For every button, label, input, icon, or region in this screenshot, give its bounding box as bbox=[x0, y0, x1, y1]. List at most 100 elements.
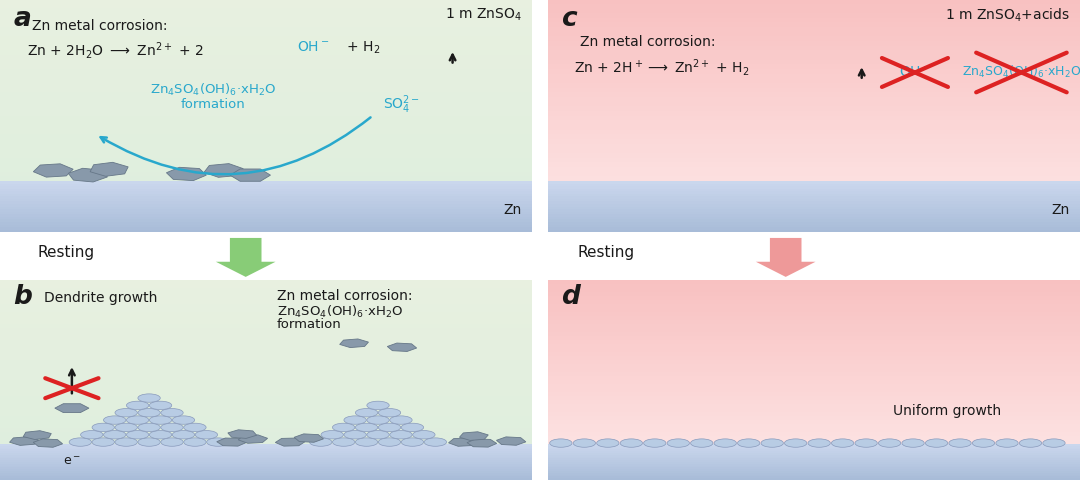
Bar bbox=[548, 202, 1080, 204]
Bar bbox=[0, 455, 532, 456]
Circle shape bbox=[114, 438, 137, 446]
Text: + H$_2$: + H$_2$ bbox=[342, 39, 380, 56]
Circle shape bbox=[184, 423, 206, 432]
Bar bbox=[548, 416, 1080, 420]
Bar bbox=[548, 297, 1080, 300]
Circle shape bbox=[126, 416, 149, 424]
Polygon shape bbox=[55, 404, 89, 413]
Circle shape bbox=[402, 438, 423, 446]
Bar bbox=[548, 456, 1080, 460]
Bar bbox=[0, 462, 532, 464]
Bar bbox=[548, 228, 1080, 233]
Text: formation: formation bbox=[276, 318, 341, 331]
Bar bbox=[548, 65, 1080, 70]
Polygon shape bbox=[228, 430, 257, 439]
Bar bbox=[548, 348, 1080, 352]
Bar bbox=[548, 396, 1080, 400]
Circle shape bbox=[644, 439, 666, 447]
Bar bbox=[548, 135, 1080, 140]
Bar bbox=[548, 60, 1080, 65]
Bar bbox=[548, 458, 1080, 460]
Bar bbox=[548, 293, 1080, 297]
Circle shape bbox=[206, 438, 229, 446]
Bar bbox=[0, 477, 532, 478]
Text: Zn$_4$SO$_4$(OH)$_6$·xH$_2$O: Zn$_4$SO$_4$(OH)$_6$·xH$_2$O bbox=[276, 304, 403, 320]
Bar bbox=[548, 392, 1080, 396]
Bar bbox=[548, 456, 1080, 458]
Bar bbox=[548, 452, 1080, 456]
Text: Uniform growth: Uniform growth bbox=[893, 403, 1001, 417]
Circle shape bbox=[69, 438, 92, 446]
Bar bbox=[0, 476, 532, 480]
Bar bbox=[548, 177, 1080, 181]
Text: c: c bbox=[561, 6, 577, 32]
Text: 1 m ZnSO$_4$: 1 m ZnSO$_4$ bbox=[445, 7, 522, 24]
Bar bbox=[548, 131, 1080, 135]
Circle shape bbox=[402, 423, 423, 432]
Text: Zn$_4$SO$_4$(OH)$_6$·xH$_2$O: Zn$_4$SO$_4$(OH)$_6$·xH$_2$O bbox=[150, 82, 276, 97]
Circle shape bbox=[808, 439, 831, 447]
Bar bbox=[548, 453, 1080, 455]
Bar bbox=[548, 468, 1080, 469]
Circle shape bbox=[878, 439, 901, 447]
Bar bbox=[0, 416, 532, 420]
Bar bbox=[548, 225, 1080, 228]
Bar bbox=[548, 388, 1080, 392]
Bar bbox=[0, 440, 532, 444]
Bar bbox=[0, 51, 532, 56]
Bar bbox=[0, 388, 532, 392]
Circle shape bbox=[343, 416, 366, 424]
Bar bbox=[548, 158, 1080, 163]
Text: formation: formation bbox=[180, 98, 245, 111]
Circle shape bbox=[390, 431, 413, 439]
Bar bbox=[0, 472, 532, 476]
Bar bbox=[0, 300, 532, 305]
Bar bbox=[0, 408, 532, 412]
Circle shape bbox=[114, 408, 137, 417]
Bar bbox=[0, 228, 532, 233]
Bar bbox=[548, 224, 1080, 228]
Circle shape bbox=[126, 431, 149, 439]
Bar bbox=[0, 131, 532, 135]
Circle shape bbox=[161, 408, 184, 417]
Bar bbox=[0, 33, 532, 37]
Polygon shape bbox=[68, 169, 107, 182]
Bar bbox=[548, 324, 1080, 329]
Circle shape bbox=[367, 416, 389, 424]
Bar bbox=[548, 209, 1080, 214]
Circle shape bbox=[902, 439, 924, 447]
Polygon shape bbox=[275, 438, 305, 446]
Bar bbox=[0, 364, 532, 369]
Bar bbox=[0, 352, 532, 357]
Bar bbox=[0, 14, 532, 19]
Circle shape bbox=[104, 431, 126, 439]
Bar bbox=[0, 225, 532, 228]
Bar bbox=[0, 135, 532, 140]
Circle shape bbox=[367, 401, 389, 410]
Bar bbox=[548, 37, 1080, 42]
Circle shape bbox=[367, 431, 389, 439]
Bar bbox=[548, 466, 1080, 468]
Bar bbox=[548, 412, 1080, 416]
Bar bbox=[548, 223, 1080, 225]
Bar bbox=[0, 420, 532, 424]
Bar bbox=[0, 458, 532, 460]
Bar bbox=[548, 464, 1080, 468]
Bar bbox=[548, 448, 1080, 450]
Bar bbox=[548, 460, 1080, 464]
Bar bbox=[548, 181, 1080, 184]
Bar bbox=[0, 341, 532, 345]
Bar bbox=[548, 329, 1080, 333]
Circle shape bbox=[378, 408, 401, 417]
Bar bbox=[548, 384, 1080, 388]
Bar bbox=[0, 209, 532, 214]
Bar bbox=[0, 360, 532, 364]
Bar bbox=[0, 70, 532, 74]
Bar bbox=[0, 230, 532, 233]
Bar bbox=[0, 177, 532, 181]
Bar bbox=[0, 396, 532, 400]
Bar bbox=[548, 102, 1080, 107]
Circle shape bbox=[784, 439, 807, 447]
Bar bbox=[548, 228, 1080, 230]
Polygon shape bbox=[24, 431, 51, 440]
